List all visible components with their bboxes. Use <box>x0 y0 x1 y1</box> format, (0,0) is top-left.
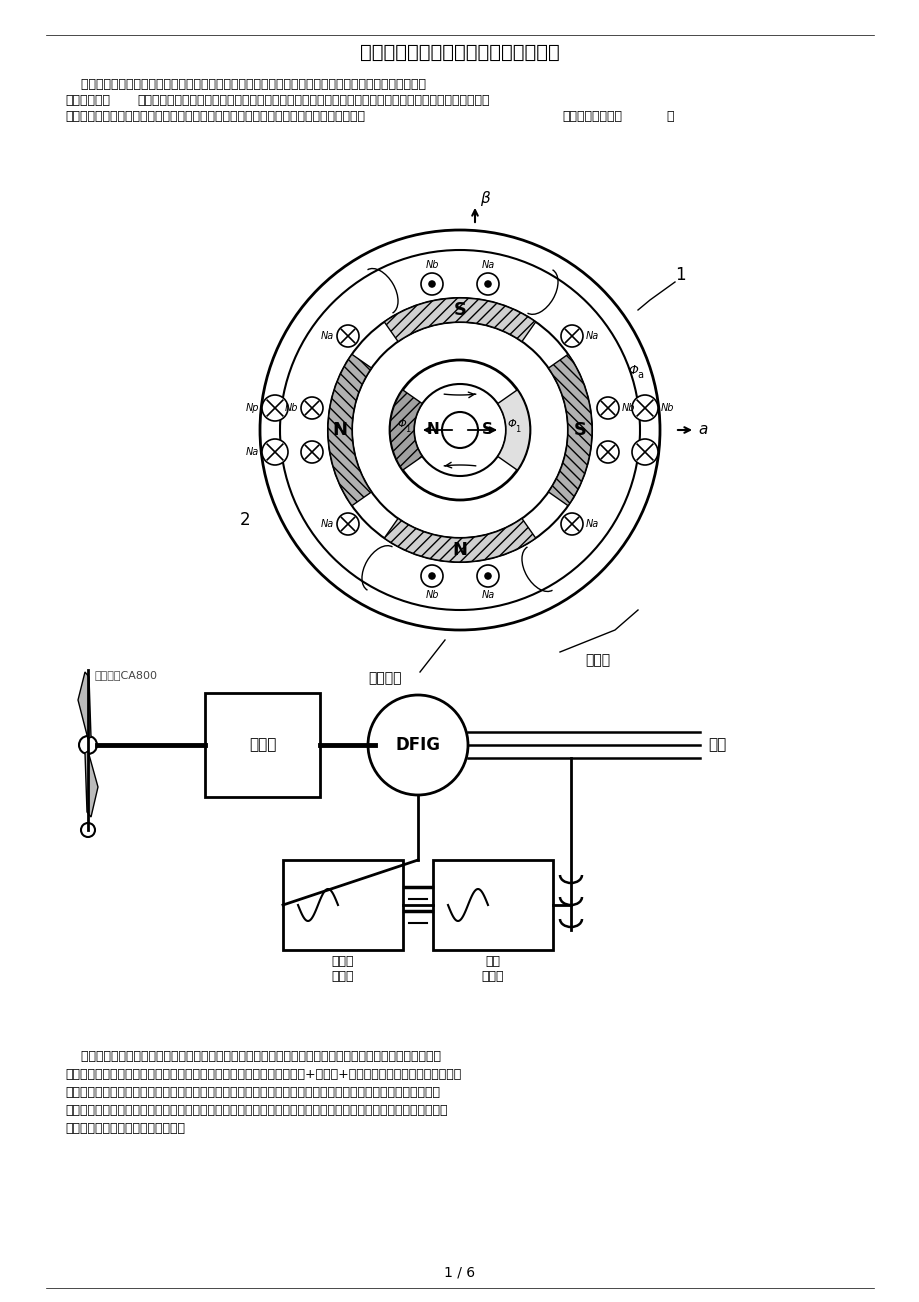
Circle shape <box>484 281 491 286</box>
Text: 2: 2 <box>240 510 250 529</box>
Text: S: S <box>481 423 492 437</box>
Text: 体，定子绕组切割磁力线产生电能。: 体，定子绕组切割磁力线产生电能。 <box>65 1122 185 1135</box>
Circle shape <box>484 573 491 579</box>
Text: Na: Na <box>245 447 259 457</box>
Polygon shape <box>85 751 98 816</box>
Text: 风力发电在芬兰、丹麦等国家很流行；我国也在西部地区大力提倡。小型风力发电系统效率很高，但它不是只: 风力发电在芬兰、丹麦等国家很流行；我国也在西部地区大力提倡。小型风力发电系统效率… <box>65 1049 440 1062</box>
Circle shape <box>336 513 358 535</box>
Text: 转子侧: 转子侧 <box>332 954 354 967</box>
Circle shape <box>476 273 498 296</box>
Text: Na: Na <box>481 260 494 270</box>
Text: 显示：依据目前的风车技术，大约是每秒三公尺的微风速度（微风的程度），便可以开始发电。风力发电正: 显示：依据目前的风车技术，大约是每秒三公尺的微风速度（微风的程度），便可以开始发… <box>137 94 489 107</box>
Text: a: a <box>636 370 642 380</box>
Text: Nb: Nb <box>425 590 438 600</box>
Circle shape <box>631 395 657 421</box>
Text: 1 / 6: 1 / 6 <box>444 1266 475 1279</box>
Text: 网侧: 网侧 <box>485 954 500 967</box>
Text: Φ: Φ <box>397 419 406 428</box>
Circle shape <box>301 441 323 464</box>
Circle shape <box>561 513 583 535</box>
Circle shape <box>81 823 95 837</box>
FancyBboxPatch shape <box>283 861 403 950</box>
Text: 风力研究报告: 风力研究报告 <box>65 94 110 107</box>
Wedge shape <box>497 389 529 470</box>
Text: 转体、尾翼、叶片组成。每一部分都很重要，各部分功能为：叶片用来接受风力并通过机头转为电能；尾翼使叶片: 转体、尾翼、叶片组成。每一部分都很重要，各部分功能为：叶片用来接受风力并通过机头… <box>65 1086 439 1099</box>
Text: 永磁体: 永磁体 <box>584 654 610 667</box>
Text: Nb: Nb <box>425 260 438 270</box>
Circle shape <box>262 439 288 465</box>
Circle shape <box>421 273 443 296</box>
Wedge shape <box>384 298 535 341</box>
Text: S: S <box>573 421 586 439</box>
Text: 1: 1 <box>515 424 520 434</box>
Text: N: N <box>452 542 467 559</box>
Circle shape <box>476 565 498 587</box>
Text: Nb: Nb <box>284 404 298 413</box>
Text: a: a <box>698 423 707 437</box>
Text: Na: Na <box>585 331 598 341</box>
Circle shape <box>561 326 583 348</box>
Text: Na: Na <box>585 519 598 529</box>
Wedge shape <box>548 354 591 505</box>
Text: Na: Na <box>321 519 334 529</box>
Text: Φ: Φ <box>507 419 516 428</box>
Wedge shape <box>390 389 422 470</box>
Circle shape <box>336 326 358 348</box>
Text: 在世界上形成一股热潮，为风力发电没有燃料问题，也不会产生辐射或空气污染。下面先看: 在世界上形成一股热潮，为风力发电没有燃料问题，也不会产生辐射或空气污染。下面先看 <box>65 109 365 122</box>
Text: 风力发电机结构图: 风力发电机结构图 <box>562 109 621 122</box>
Text: N: N <box>426 423 439 437</box>
Wedge shape <box>328 354 371 505</box>
Text: Φ: Φ <box>628 363 637 376</box>
Text: β: β <box>480 190 489 206</box>
Circle shape <box>596 397 618 419</box>
Text: 电网: 电网 <box>708 737 725 753</box>
Text: 齿轮箱: 齿轮箱 <box>248 737 276 753</box>
Text: 变换器: 变换器 <box>332 970 354 983</box>
Circle shape <box>631 439 657 465</box>
FancyBboxPatch shape <box>205 693 320 797</box>
Circle shape <box>428 573 435 579</box>
Text: 风力发电机结构图分析风力发电机原理: 风力发电机结构图分析风力发电机原理 <box>359 43 560 61</box>
Text: 转子铁心: 转子铁心 <box>368 671 402 685</box>
Text: S: S <box>453 301 466 319</box>
Circle shape <box>301 397 323 419</box>
Text: Na: Na <box>321 331 334 341</box>
Circle shape <box>596 441 618 464</box>
Wedge shape <box>384 518 535 562</box>
Text: 1: 1 <box>405 424 410 434</box>
Circle shape <box>79 736 96 754</box>
Text: 1: 1 <box>674 266 685 284</box>
Text: 由一个发电机头组成的，而是一个有一定科技含量的小系统：风力发电机+充电器+数字逆变器。风力发电机由机头、: 由一个发电机头组成的，而是一个有一定科技含量的小系统：风力发电机+充电器+数字逆… <box>65 1068 460 1081</box>
Circle shape <box>441 411 478 448</box>
Text: Np: Np <box>245 404 259 413</box>
Text: Nb: Nb <box>621 404 635 413</box>
Circle shape <box>428 281 435 286</box>
Circle shape <box>368 695 468 796</box>
Text: 风力发电的原理，是利用风力带动风车叶片旋转，再透过增速机将旋转的速度提升，来促使发电机发电。: 风力发电的原理，是利用风力带动风车叶片旋转，再透过增速机将旋转的速度提升，来促使… <box>65 78 425 91</box>
Text: Na: Na <box>481 590 494 600</box>
Circle shape <box>421 565 443 587</box>
Text: 版权所有CA800: 版权所有CA800 <box>95 671 158 680</box>
Text: DFIG: DFIG <box>395 736 440 754</box>
Circle shape <box>262 395 288 421</box>
Text: Nb: Nb <box>660 404 674 413</box>
FancyBboxPatch shape <box>433 861 552 950</box>
Text: 始终对着来风的方向从而获得最大的风能；转体能使机头灵活地转动以实现尾翼调整方向的功能；机头的转子是永磁: 始终对着来风的方向从而获得最大的风能；转体能使机头灵活地转动以实现尾翼调整方向的… <box>65 1104 447 1117</box>
Polygon shape <box>78 672 91 740</box>
Text: 变换器: 变换器 <box>482 970 504 983</box>
Text: 。: 。 <box>665 109 673 122</box>
Text: N: N <box>332 421 347 439</box>
